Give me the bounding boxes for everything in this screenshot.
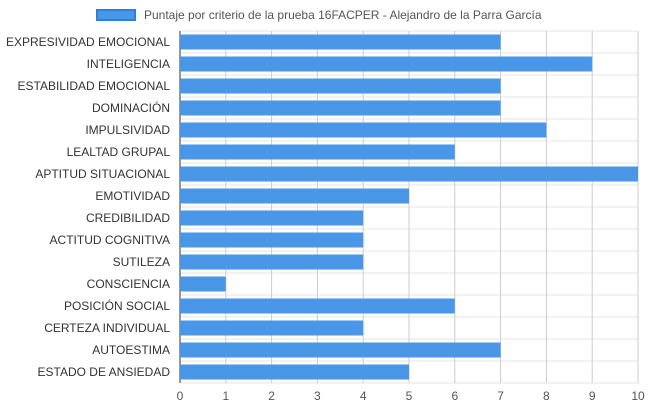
x-tick-label: 8 [543,389,550,403]
category-label: POSICIÓN SOCIAL [64,298,170,313]
category-label: EMOTIVIDAD [95,189,170,203]
category-label: AUTOESTIMA [92,343,170,357]
legend[interactable]: Puntaje por criterio de la prueba 16FACP… [96,7,542,23]
category-label: LEALTAD GRUPAL [67,145,171,159]
category-label: CONSCIENCIA [87,277,170,291]
category-label: SUTILEZA [113,255,170,269]
bar[interactable] [180,56,593,72]
category-label: ESTADO DE ANSIEDAD [38,365,171,379]
bar[interactable] [180,34,501,50]
bar[interactable] [180,166,638,182]
category-label: IMPULSIVIDAD [85,123,170,137]
bar[interactable] [180,188,409,204]
bar[interactable] [180,122,547,138]
x-tick-label: 0 [177,389,184,403]
x-tick-label: 2 [268,389,275,403]
bar[interactable] [180,320,364,336]
category-label: ACTITUD COGNITIVA [50,233,170,247]
legend-label: Puntaje por criterio de la prueba 16FACP… [144,8,542,22]
x-tick-label: 1 [222,389,229,403]
x-tick-label: 5 [406,389,413,403]
category-label: EXPRESIVIDAD EMOCIONAL [6,35,170,49]
bar[interactable] [180,254,364,270]
x-tick-label: 3 [314,389,321,403]
category-label: CERTEZA INDIVIDUAL [44,321,170,335]
bar[interactable] [180,298,455,314]
bar[interactable] [180,100,501,116]
x-tick-label: 10 [631,389,645,403]
x-tick-label: 9 [589,389,596,403]
x-tick-label: 7 [497,389,504,403]
category-label: ESTABILIDAD EMOCIONAL [18,79,171,93]
bar[interactable] [180,78,501,94]
bar[interactable] [180,364,409,380]
category-label: APTITUD SITUACIONAL [35,167,170,181]
bar[interactable] [180,232,364,248]
x-tick-label: 6 [451,389,458,403]
x-tick-label: 4 [360,389,367,403]
bar[interactable] [180,210,364,226]
bar[interactable] [180,342,501,358]
bar[interactable] [180,276,226,292]
category-label: CREDIBILIDAD [86,211,170,225]
category-label: DOMINACIÓN [92,100,170,115]
legend-swatch [96,9,136,21]
category-label: INTELIGENCIA [87,57,170,71]
bar[interactable] [180,144,455,160]
